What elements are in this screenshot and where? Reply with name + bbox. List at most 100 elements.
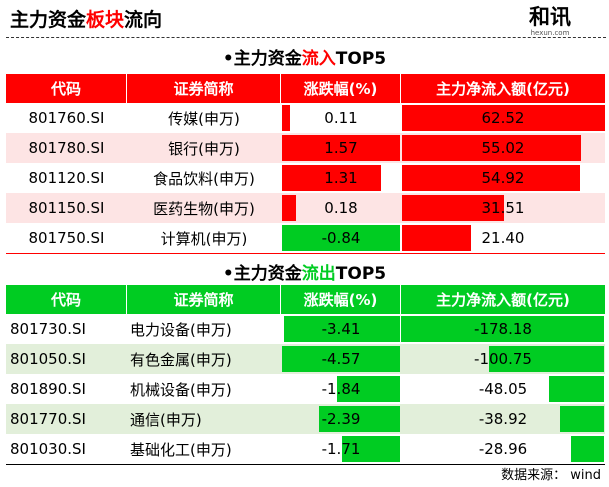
outflow-title: •主力资金流出TOP5 xyxy=(0,259,609,284)
net-value: 21.40 xyxy=(481,229,525,247)
net-value: -28.96 xyxy=(478,440,528,458)
cell-pct: 0.18 xyxy=(281,193,401,223)
net-value: 55.02 xyxy=(481,139,525,157)
name-value: 医药生物(申万) xyxy=(153,199,255,218)
code-value: 801780.SI xyxy=(28,139,105,157)
pct-value: 1.31 xyxy=(324,169,358,187)
pct-value: -1.84 xyxy=(321,380,361,398)
cell-code: 801150.SI xyxy=(6,193,127,223)
pct-bar xyxy=(282,225,400,251)
cell-code: 801780.SI xyxy=(6,133,127,163)
outflow-table: 代码 证券简称 涨跌幅(%) 主力净流入额(亿元) 801730.SI 电力设备(申万) -… xyxy=(6,285,605,464)
net-bar xyxy=(401,316,604,342)
cell-pct: -1.71 xyxy=(281,434,401,464)
table-header: 代码 证券简称 涨跌幅(%) 主力净流入额(亿元) xyxy=(6,74,605,103)
inflow-table: 代码 证券简称 涨跌幅(%) 主力净流入额(亿元) 801760.SI 传媒(申万) 0.1… xyxy=(6,74,605,253)
cell-code: 801760.SI xyxy=(6,103,127,133)
column-header: 证券简称 xyxy=(127,74,281,103)
table-row: 801750.SI 计算机(申万) -0.84 21.40 xyxy=(6,223,605,253)
cell-name: 计算机(申万) xyxy=(127,223,281,253)
column-header: 代码 xyxy=(6,285,127,314)
pct-bar xyxy=(282,346,400,372)
section-title-highlight: 流出 xyxy=(301,264,336,284)
pct-bar xyxy=(318,406,400,432)
net-bar xyxy=(571,436,604,462)
pct-value: -0.84 xyxy=(321,229,361,247)
net-value: 31.51 xyxy=(481,199,525,217)
page-title: 主力资金板块流向 xyxy=(10,5,162,32)
pct-bar xyxy=(337,376,400,402)
logo-sub: hexun.com xyxy=(530,29,570,37)
pct-value: -3.41 xyxy=(321,320,361,338)
net-value: -48.05 xyxy=(478,380,528,398)
cell-code: 801730.SI xyxy=(6,314,127,344)
divider xyxy=(6,253,605,254)
cell-code: 801120.SI xyxy=(6,163,127,193)
pct-bar xyxy=(284,316,400,342)
cell-net: -38.92 xyxy=(401,404,605,434)
cell-code: 801890.SI xyxy=(6,374,127,404)
name-value: 计算机(申万) xyxy=(160,229,248,248)
pct-value: 0.18 xyxy=(324,199,358,217)
section-title-part: •主力资金 xyxy=(222,264,302,284)
title-highlight: 板块 xyxy=(86,9,125,31)
cell-name: 电力设备(申万) xyxy=(127,314,281,344)
cell-net: -28.96 xyxy=(401,434,605,464)
section-title-part: TOP5 xyxy=(335,49,387,69)
cell-code: 801050.SI xyxy=(6,344,127,374)
net-bar xyxy=(402,195,505,221)
pct-value: -2.39 xyxy=(321,410,361,428)
inflow-title: •主力资金流入TOP5 xyxy=(0,44,609,69)
cell-pct: -2.39 xyxy=(281,404,401,434)
section-title-part: •主力资金 xyxy=(222,49,302,69)
cell-pct: -1.84 xyxy=(281,374,401,404)
section-title-part: TOP5 xyxy=(335,264,387,284)
code-value: 801760.SI xyxy=(28,109,105,127)
pct-value: -1.71 xyxy=(321,440,361,458)
code-value: 801050.SI xyxy=(10,350,86,368)
name-value: 电力设备(申万) xyxy=(130,320,232,339)
data-source: 数据来源： wind xyxy=(501,468,601,483)
cell-pct: 1.31 xyxy=(281,163,401,193)
name-value: 基础化工(申万) xyxy=(130,440,232,459)
name-value: 食品饮料(申万) xyxy=(153,169,255,188)
code-value: 801030.SI xyxy=(10,440,86,458)
cell-name: 银行(申万) xyxy=(127,133,281,163)
divider xyxy=(6,464,605,465)
table-row: 801120.SI 食品饮料(申万) 1.31 54.92 xyxy=(6,163,605,193)
column-header: 证券简称 xyxy=(127,285,281,314)
cell-pct: 1.57 xyxy=(281,133,401,163)
cell-net: 62.52 xyxy=(401,103,605,133)
net-value: -38.92 xyxy=(478,410,528,428)
code-value: 801770.SI xyxy=(10,410,86,428)
cell-pct: -0.84 xyxy=(281,223,401,253)
pct-bar xyxy=(282,195,296,221)
net-bar xyxy=(402,105,605,131)
net-bar xyxy=(549,376,604,402)
column-header: 代码 xyxy=(6,74,127,103)
table-row: 801770.SI 通信(申万) -2.39 -38.92 xyxy=(6,404,605,434)
cell-net: 31.51 xyxy=(401,193,605,223)
table-row: 801780.SI 银行(申万) 1.57 55.02 xyxy=(6,133,605,163)
pct-bar xyxy=(341,436,400,462)
title-part: 流向 xyxy=(124,9,163,31)
name-value: 传媒(申万) xyxy=(168,109,240,128)
column-header: 主力净流入额(亿元) xyxy=(401,74,605,103)
section-title-highlight: 流入 xyxy=(301,49,336,69)
name-value: 银行(申万) xyxy=(168,139,240,158)
hexun-logo: 和讯 hexun.com xyxy=(520,4,580,37)
pct-value: -4.57 xyxy=(321,350,361,368)
name-value: 机械设备(申万) xyxy=(130,380,232,399)
net-value: -178.18 xyxy=(474,320,532,338)
cell-code: 801750.SI xyxy=(6,223,127,253)
cell-name: 医药生物(申万) xyxy=(127,193,281,223)
cell-name: 传媒(申万) xyxy=(127,103,281,133)
code-value: 801150.SI xyxy=(28,199,105,217)
title-part: 主力资金 xyxy=(10,9,87,31)
cell-code: 801030.SI xyxy=(6,434,127,464)
column-header: 主力净流入额(亿元) xyxy=(401,285,605,314)
net-bar xyxy=(402,225,472,251)
cell-net: -178.18 xyxy=(401,314,605,344)
table-row: 801030.SI 基础化工(申万) -1.71 -28.96 xyxy=(6,434,605,464)
pct-value: 1.57 xyxy=(324,139,358,157)
